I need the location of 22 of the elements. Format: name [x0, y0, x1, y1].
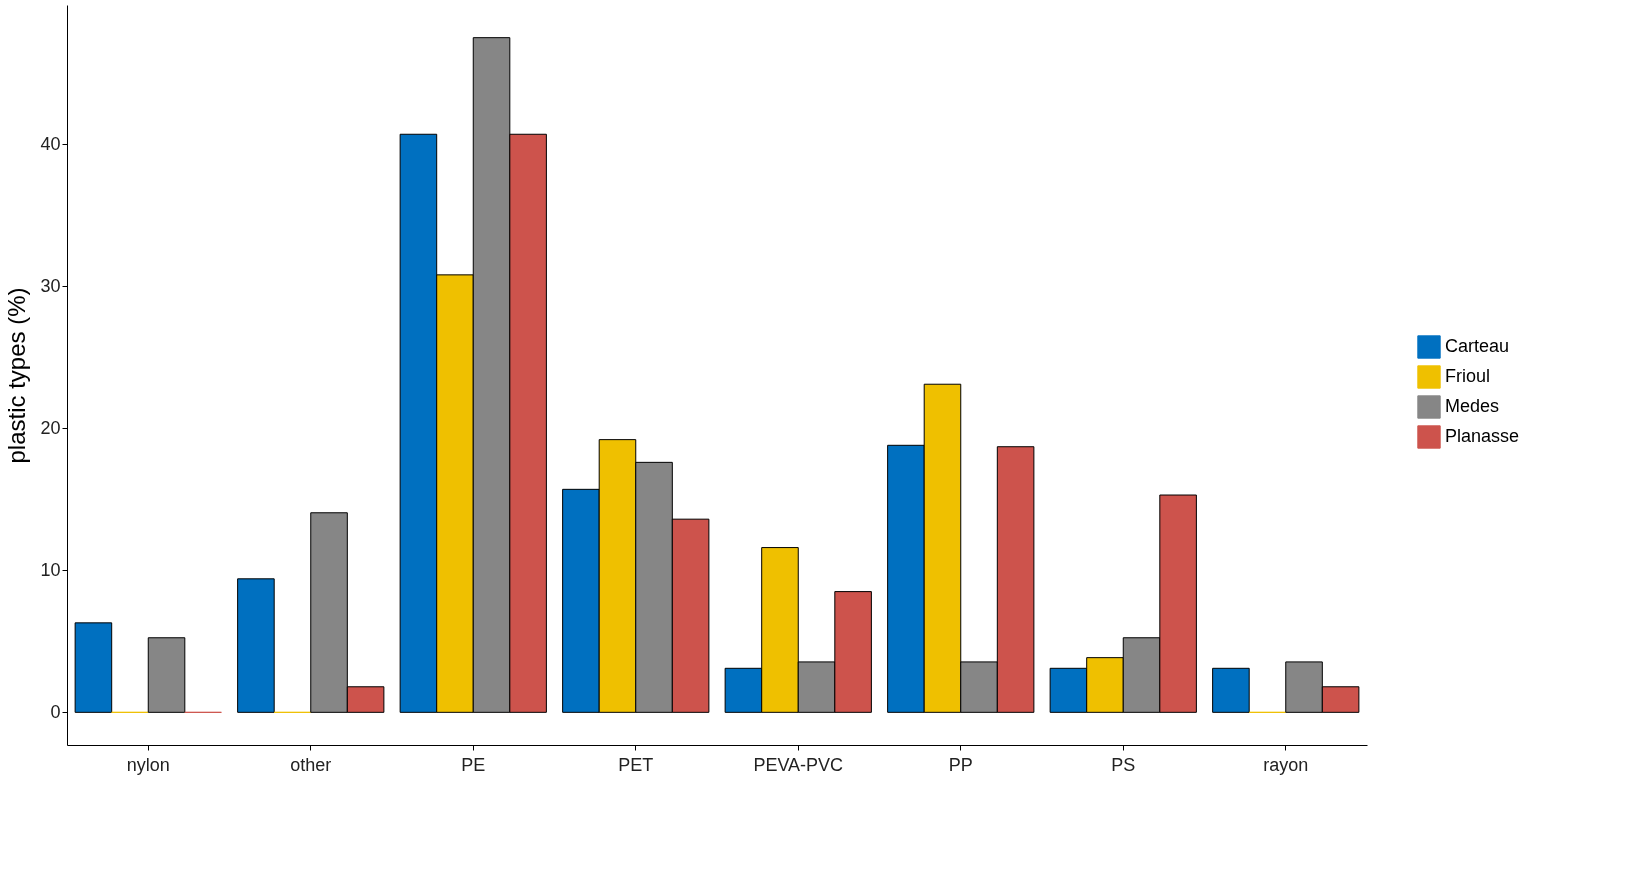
x-tick-label: rayon	[1263, 754, 1309, 775]
y-axis-title: plastic types (%)	[3, 287, 31, 464]
x-tick-label: nylon	[126, 754, 170, 775]
bar	[237, 578, 275, 713]
legend-label: Planasse	[1445, 426, 1520, 446]
y-tick-label: 0	[50, 701, 61, 722]
bar	[74, 622, 113, 713]
x-tick-label: PET	[618, 754, 654, 775]
y-tick-label: 30	[40, 275, 61, 296]
legend-label: Frioul	[1445, 366, 1491, 386]
legend-label: Carteau	[1445, 336, 1510, 356]
y-tick-label: 10	[40, 559, 61, 580]
y-tick-label: 40	[40, 133, 61, 154]
x-tick-label: other	[290, 754, 332, 775]
x-tick-label: PP	[948, 754, 973, 775]
bar	[1212, 667, 1250, 713]
x-tick-label: PEVA-PVC	[753, 754, 844, 775]
legend-label: Medes	[1445, 396, 1500, 416]
y-tick-label: 20	[40, 417, 61, 438]
x-tick-label: PS	[1111, 754, 1136, 775]
x-tick-label: PE	[461, 754, 486, 775]
bar	[147, 637, 186, 713]
